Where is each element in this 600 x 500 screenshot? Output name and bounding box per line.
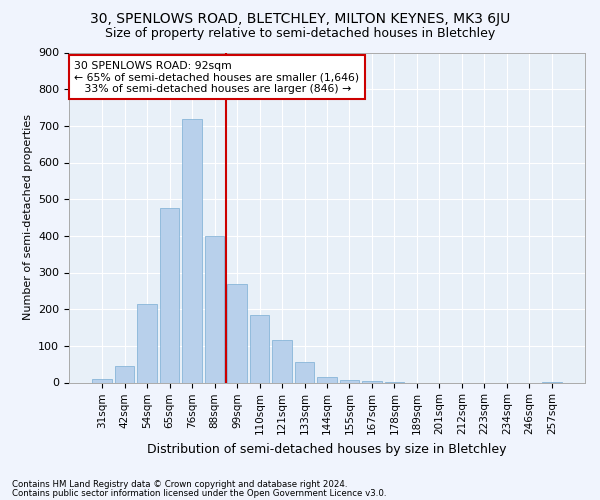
Bar	[182, 118, 202, 382]
Bar	[115, 366, 134, 382]
Text: Size of property relative to semi-detached houses in Bletchley: Size of property relative to semi-detach…	[105, 28, 495, 40]
Bar	[317, 377, 337, 382]
Bar	[205, 236, 224, 382]
Bar	[295, 362, 314, 382]
Bar	[272, 340, 292, 382]
Bar	[137, 304, 157, 382]
Text: 30 SPENLOWS ROAD: 92sqm
← 65% of semi-detached houses are smaller (1,646)
   33%: 30 SPENLOWS ROAD: 92sqm ← 65% of semi-de…	[74, 60, 359, 94]
Bar	[250, 314, 269, 382]
Text: Contains public sector information licensed under the Open Government Licence v3: Contains public sector information licen…	[12, 488, 386, 498]
X-axis label: Distribution of semi-detached houses by size in Bletchley: Distribution of semi-detached houses by …	[147, 442, 507, 456]
Text: Contains HM Land Registry data © Crown copyright and database right 2024.: Contains HM Land Registry data © Crown c…	[12, 480, 347, 489]
Bar	[340, 380, 359, 382]
Bar	[227, 284, 247, 382]
Bar	[160, 208, 179, 382]
Text: 30, SPENLOWS ROAD, BLETCHLEY, MILTON KEYNES, MK3 6JU: 30, SPENLOWS ROAD, BLETCHLEY, MILTON KEY…	[90, 12, 510, 26]
Y-axis label: Number of semi-detached properties: Number of semi-detached properties	[23, 114, 32, 320]
Bar	[92, 379, 112, 382]
